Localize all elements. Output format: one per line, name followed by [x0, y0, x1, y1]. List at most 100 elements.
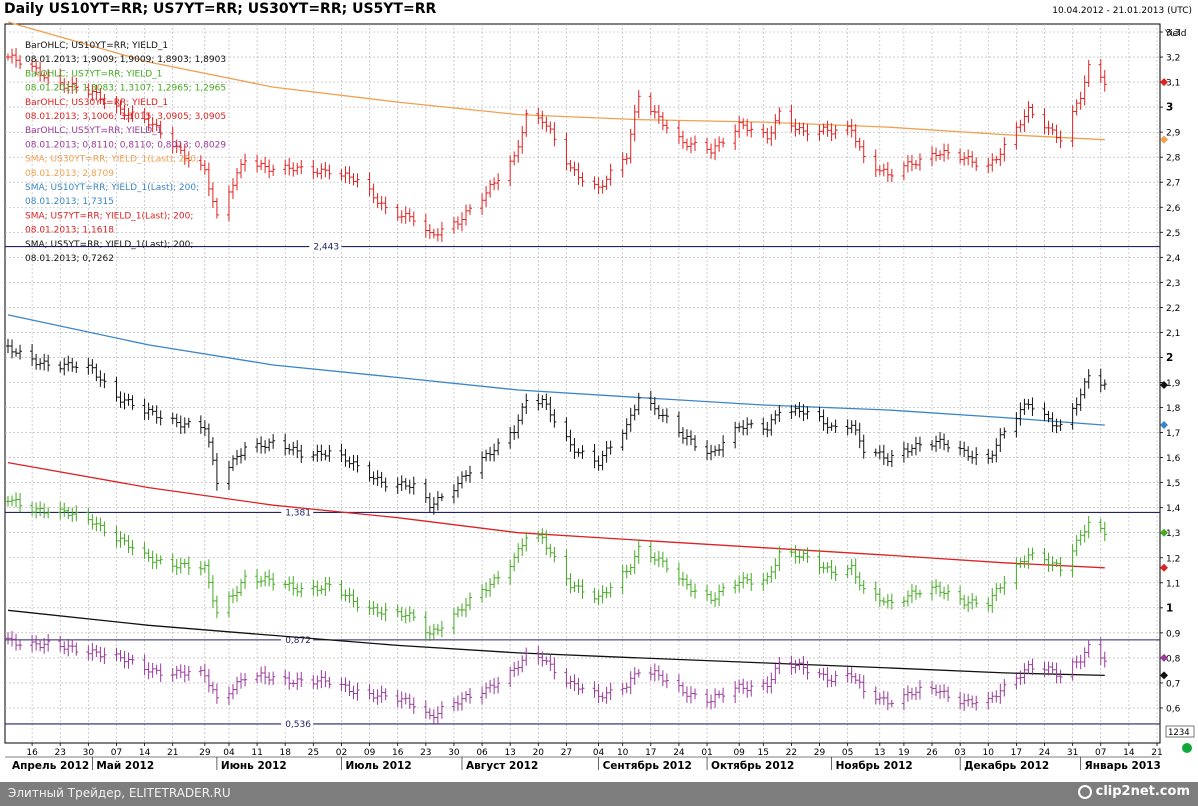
ohlc-bar — [114, 376, 119, 402]
ohlc-bar — [383, 688, 388, 701]
ohlc-bar — [259, 436, 264, 454]
ohlc-bar — [1018, 402, 1023, 426]
x-tick-label: 25 — [308, 748, 319, 758]
ohlc-bar — [34, 635, 39, 651]
ohlc-bar — [946, 686, 951, 702]
status-dot[interactable] — [1182, 743, 1192, 753]
ohlc-bar — [18, 344, 23, 360]
ohlc-bar — [709, 143, 714, 159]
ohlc-bar — [98, 88, 103, 105]
ohlc-bar — [624, 564, 629, 579]
ohlc-bar — [480, 686, 485, 705]
ohlc-bar — [885, 691, 890, 711]
chart-title: Daily US10YT=RR; US7YT=RR; US30YT=RR; US… — [4, 1, 437, 17]
ohlc-bar — [713, 138, 718, 161]
ohlc-bar — [1098, 637, 1103, 666]
ohlc-bar — [1082, 75, 1087, 106]
ohlc-bar — [733, 681, 738, 704]
ohlc-bar — [962, 441, 967, 458]
ohlc-bar — [680, 130, 685, 149]
ohlc-bar — [94, 516, 99, 532]
ohlc-bar — [849, 420, 854, 434]
ohlc-bar — [905, 442, 910, 458]
ohlc-bar — [371, 471, 376, 485]
ohlc-bar — [367, 172, 372, 197]
ohlc-bar — [604, 586, 609, 599]
ohlc-bar — [974, 447, 979, 465]
ohlc-bar — [435, 491, 440, 511]
clip2net-logo[interactable]: clip2net.com — [1077, 784, 1190, 799]
ohlc-bar — [516, 660, 521, 676]
ohlc-bar — [34, 502, 39, 519]
ohlc-bar — [917, 589, 922, 598]
ohlc-bar — [315, 167, 320, 178]
ohlc-bar — [825, 562, 830, 573]
ohlc-bar — [620, 429, 625, 451]
ohlc-bar — [6, 495, 10, 507]
ohlc-bar — [1026, 101, 1031, 123]
ohlc-bar — [243, 442, 248, 461]
ohlc-bar — [403, 692, 408, 705]
ohlc-bar — [680, 427, 685, 444]
ohlc-bar — [1078, 91, 1083, 110]
ohlc-bar — [343, 449, 348, 467]
ohlc-bar — [146, 662, 151, 680]
ohlc-bar — [544, 656, 549, 666]
ohlc-bar — [178, 142, 183, 155]
ohlc-bar — [1074, 535, 1079, 557]
ohlc-bar — [150, 117, 155, 133]
ohlc-bar — [1002, 679, 1007, 697]
ohlc-bar — [243, 569, 248, 590]
ohlc-bar — [994, 690, 999, 703]
level-label: 0,872 — [285, 636, 311, 646]
ohlc-bar — [367, 600, 372, 616]
ohlc-bar — [765, 676, 770, 694]
ohlc-bar — [463, 204, 468, 226]
ohlc-bar — [990, 588, 995, 613]
ohlc-bar — [1078, 530, 1083, 546]
ohlc-bar — [399, 606, 404, 622]
end-marker — [1160, 653, 1168, 662]
ohlc-bar — [889, 168, 894, 182]
sma-lines — [7, 21, 1105, 677]
ohlc-bar — [1054, 418, 1059, 434]
ohlc-bar — [512, 662, 517, 678]
ohlc-bar — [656, 550, 661, 568]
ohlc-bar — [777, 107, 782, 125]
ohlc-bar — [459, 471, 464, 489]
month-label: Май 2012 — [96, 760, 154, 772]
ohlc-bar — [536, 393, 541, 411]
sma-line — [7, 314, 1105, 426]
ohlc-bar — [966, 149, 971, 166]
ohlc-bar — [347, 680, 352, 697]
x-tick-label: 23 — [55, 748, 66, 758]
ohlc-bar — [986, 597, 991, 612]
ohlc-bar — [214, 595, 219, 619]
ohlc-bar — [676, 120, 681, 144]
y-tick-label: 3,1 — [1166, 79, 1180, 89]
ohlc-bar — [721, 137, 726, 148]
ohlc-bar — [170, 553, 175, 573]
ohlc-bar — [451, 484, 456, 504]
ohlc-bar — [239, 159, 244, 179]
ohlc-bar — [383, 602, 388, 622]
ohlc-bar — [146, 113, 151, 132]
ohlc-bar — [600, 450, 605, 471]
ohlc-bar — [186, 556, 191, 575]
ohlc-bar — [431, 709, 436, 724]
ohlc-bar — [327, 445, 332, 462]
ohlc-bar — [468, 688, 473, 704]
ohlc-bar — [98, 517, 103, 532]
ohlc-bar — [580, 683, 585, 694]
ohlc-bar — [70, 357, 75, 372]
ohlc-bar — [451, 607, 456, 635]
ohlc-bar — [817, 549, 822, 575]
ohlc-bar — [311, 450, 316, 462]
ohlc-bar — [90, 642, 95, 661]
ohlc-bar — [114, 647, 119, 661]
x-tick-label: 20 — [533, 748, 545, 758]
ohlc-bar — [90, 359, 95, 374]
ohlc-bar — [226, 686, 231, 705]
ohlc-bar — [576, 448, 581, 457]
ohlc-bar — [717, 584, 722, 607]
